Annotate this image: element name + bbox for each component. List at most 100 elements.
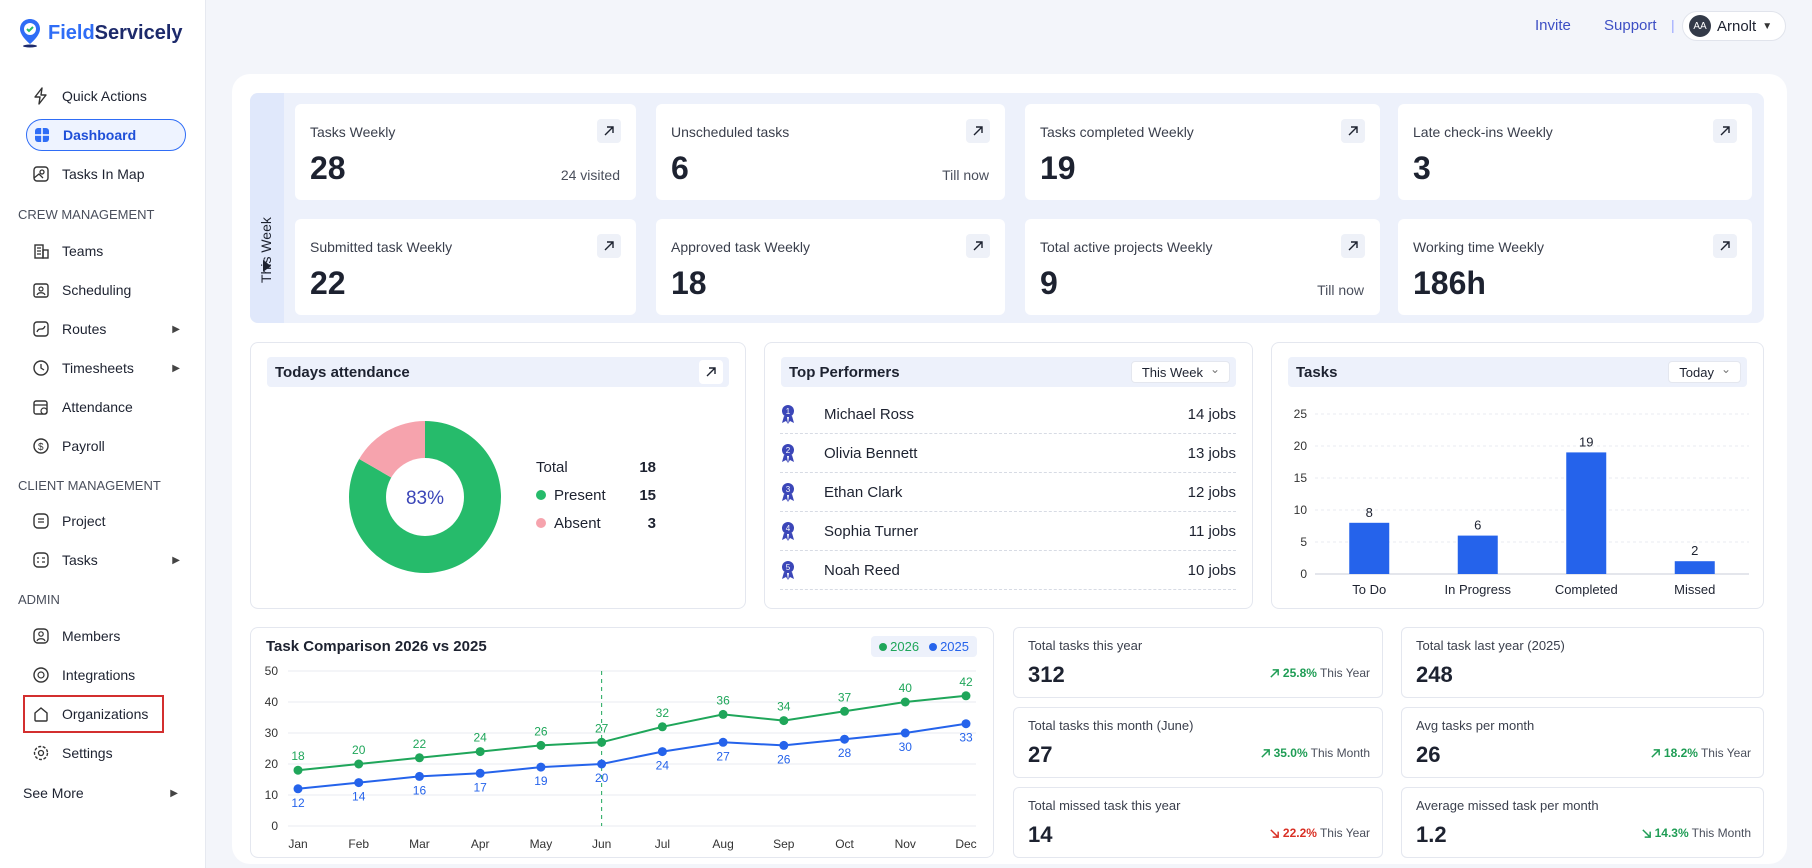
stat-trend: 18.2% This Year (1650, 746, 1751, 760)
performer-row: 4 Sophia Turner 11 jobs (780, 512, 1236, 551)
data-label: 16 (413, 783, 427, 797)
caret-right-icon: ▶ (172, 362, 180, 374)
tasks-filter-dropdown[interactable]: Today (1668, 361, 1741, 383)
sidebar-item-attendance[interactable]: Attendance (26, 391, 186, 423)
sidebar-item-scheduling[interactable]: Scheduling (26, 274, 186, 306)
x-tick-label: May (530, 837, 553, 851)
attendance-legend: Total 18 Present 15 Absent 3 (536, 459, 656, 543)
sidebar-item-integrations[interactable]: Integrations (26, 659, 186, 691)
svg-text:5: 5 (786, 563, 791, 572)
x-tick-label: Apr (471, 837, 490, 851)
sidebar-item-timesheets[interactable]: Timesheets ▶ (26, 352, 186, 384)
sidebar-item-project[interactable]: Project (26, 505, 186, 537)
bar-in-progress (1457, 535, 1498, 574)
sidebar-item-routes[interactable]: Routes ▶ (26, 313, 186, 345)
data-point (536, 740, 546, 750)
stat-value: 26 (1416, 742, 1441, 767)
trend-percent: 22.2% (1282, 826, 1317, 840)
logo-pin-icon (20, 19, 40, 48)
sidebar-item-dashboard[interactable]: Dashboard (26, 119, 186, 151)
data-point (657, 747, 667, 757)
support-link[interactable]: Support (1604, 17, 1657, 34)
comparison-title: Task Comparison 2026 vs 2025 (266, 638, 487, 655)
y-tick-label: 30 (265, 726, 279, 740)
section-crew-management: CREW MANAGEMENT (18, 207, 155, 222)
stat-trend: 35.0% This Month (1260, 746, 1370, 760)
integration-icon (33, 667, 49, 683)
tasks-bar-chart: 0 5 10 15 20 25 8 To Do 6 In Progress 19 Completed 2… (1294, 407, 1749, 597)
medal-icon: 5 (782, 561, 794, 580)
stat-value: 14 (1028, 822, 1053, 847)
sidebar-item-quick-actions[interactable]: Quick Actions (26, 80, 186, 112)
card-sub: Till now (942, 167, 989, 183)
week-label: This Week (258, 217, 274, 283)
performers-filter-dropdown[interactable]: This Week (1130, 361, 1230, 383)
performer-name: Ethan Clark (824, 484, 903, 501)
x-tick-label: Jun (592, 837, 611, 851)
expand-arrow-icon[interactable] (1341, 119, 1365, 143)
data-label: 33 (959, 731, 973, 745)
user-menu-button[interactable]: AA Arnolt ▼ (1682, 11, 1786, 41)
sidebar-item-members[interactable]: Members (26, 620, 186, 652)
expand-arrow-icon[interactable] (966, 119, 990, 143)
card-active-projects-weekly: Total active projects Weekly 9 Till now (1025, 219, 1380, 315)
expand-arrow-icon[interactable] (1713, 119, 1737, 143)
sidebar-item-settings[interactable]: Settings (26, 737, 186, 769)
stat-title: Total tasks this month (June) (1028, 718, 1194, 733)
data-label: 42 (959, 675, 973, 689)
data-point (536, 762, 546, 772)
card-value: 18 (671, 265, 707, 301)
bar-value-label: 19 (1579, 434, 1593, 449)
performer-name: Sophia Turner (824, 523, 919, 540)
performer-row: 5 Noah Reed 10 jobs (780, 551, 1236, 590)
sidebar-item-payroll[interactable]: $ Payroll (26, 430, 186, 462)
expand-arrow-icon[interactable] (597, 119, 621, 143)
caret-right-icon: ▶ (172, 323, 180, 335)
topbar-divider: | (1671, 17, 1675, 33)
expand-arrow-icon[interactable] (1713, 234, 1737, 258)
expand-arrow-icon[interactable] (966, 234, 990, 258)
stat-card: Total tasks this year 312 25.8% This Year (1013, 627, 1383, 698)
x-tick-label: Feb (348, 837, 369, 851)
card-late-checkins-weekly: Late check-ins Weekly 3 (1398, 104, 1752, 200)
sidebar-item-label: Teams (62, 243, 104, 259)
performer-jobs: 10 jobs (1187, 562, 1236, 579)
series-line-2026 (297, 694, 967, 772)
invite-link[interactable]: Invite (1535, 17, 1571, 34)
sidebar-item-label: Members (62, 628, 121, 644)
expand-arrow-icon[interactable] (1341, 234, 1365, 258)
trend-percent: 25.8% (1282, 666, 1317, 680)
expand-arrow-icon[interactable] (597, 234, 621, 258)
expand-arrow-icon[interactable] (699, 360, 723, 384)
trend-down-icon (1641, 828, 1651, 838)
card-title: Total active projects Weekly (1040, 239, 1213, 255)
trend-up-icon (1270, 668, 1279, 678)
sidebar-item-organizations[interactable]: Organizations (23, 695, 164, 733)
brand-prefix: Field (48, 21, 95, 44)
card-title: Tasks completed Weekly (1040, 124, 1194, 140)
stat-card: Total task last year (2025) 248 (1401, 627, 1764, 698)
week-toggle-tab[interactable]: This Week (250, 93, 284, 323)
sidebar-item-tasks-in-map[interactable]: Tasks In Map (26, 158, 186, 190)
sidebar-item-teams[interactable]: Teams (26, 235, 186, 267)
app-logo[interactable]: FieldServicely (18, 18, 183, 48)
trend-percent: 14.3% (1654, 826, 1689, 840)
card-unscheduled-tasks: Unscheduled tasks 6 Till now (656, 104, 1005, 200)
data-point (961, 691, 971, 701)
attendance-panel: Todays attendance 83% Total 18 Present 15 … (250, 342, 746, 609)
present-label: Present (554, 487, 606, 504)
panel-header: Tasks Today (1288, 357, 1747, 387)
performer-row: 1 Michael Ross 14 jobs (780, 395, 1236, 434)
stat-value: 27 (1028, 742, 1053, 767)
stat-trend: 22.2% This Year (1269, 826, 1370, 840)
card-title: Late check-ins Weekly (1413, 124, 1553, 140)
brand-suffix: Servicely (94, 21, 183, 44)
svg-text:1: 1 (786, 407, 791, 416)
y-tick-label: 25 (1294, 407, 1308, 421)
sidebar-item-tasks[interactable]: Tasks ▶ (26, 544, 186, 576)
stat-title: Avg tasks per month (1416, 718, 1535, 733)
series-line-2025 (297, 722, 967, 790)
x-tick-label: Nov (895, 837, 916, 851)
data-point (657, 722, 667, 732)
sidebar-see-more[interactable]: See More ▶ (18, 777, 178, 809)
